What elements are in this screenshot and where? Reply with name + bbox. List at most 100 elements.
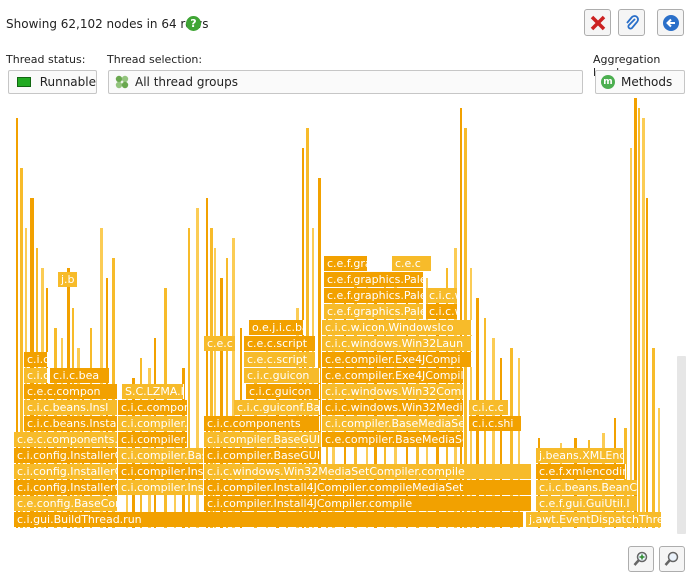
flame-frame[interactable]: c.e.f.graphics.Pale [324,304,424,319]
thread-status-label: Thread status: [6,53,86,66]
close-x-icon [590,15,605,30]
flame-frame[interactable]: c.i.compiler.BaseMediaSe [322,416,464,431]
flame-frame[interactable]: c.i.c [24,368,48,383]
flame-frame-label: c.e.f.graphics.Pale [327,273,424,286]
flame-frame-label: c.i.c.w [429,289,457,302]
flame-frame-label: c.e.f.graphics.Pale [327,289,424,302]
flame-frame-label: c.i.c.compon [121,401,188,414]
flame-frame-label: c.e.compiler.Exe4JCompi [325,353,461,366]
flame-frame[interactable]: c.i.gui.BuildThread.run [14,512,524,527]
flame-frame[interactable]: c.i.compiler.BaseGUIN [204,432,322,447]
flame-frame[interactable]: c.i.c.windows.Win32Media [322,400,464,415]
flame-frame[interactable]: c.e.config.BaseCor [14,496,118,511]
flame-frame[interactable]: j.beans.XMLEnc [536,448,624,463]
flame-frame[interactable]: c.i.config.InstallerC [14,464,118,479]
flame-frame[interactable]: c.i.compiler. [118,416,188,431]
flame-frame[interactable]: c.e.f.graphics.Pale [324,288,424,303]
flame-frame[interactable]: c.i.c.w [426,304,458,319]
zoom-in-button[interactable] [628,546,654,572]
flame-frame[interactable]: c.i.c.bea [50,368,110,383]
flame-frame[interactable]: c.i.c.w [426,288,458,303]
flame-frame[interactable]: c.i.c [24,352,48,367]
flame-frame-label: c.i.c.windows.Win32Comn [325,385,464,398]
flame-frame-label: c.e.c.script [247,337,308,350]
flame-frame[interactable]: j.awt.EventDispatchThrea [526,512,662,527]
flame-frame-stack[interactable] [658,408,660,528]
flame-frame[interactable]: c.e.f.grap [324,256,368,271]
flame-frame[interactable]: c.i.c.w.icon.WindowsIco [322,320,472,335]
thread-selection-value: All thread groups [135,75,238,89]
thread-status-value: Runnable [39,75,96,89]
flame-frame-label: c.e.c [207,337,233,350]
aggregation-level-select[interactable]: m Methods [595,70,685,94]
flame-frame[interactable]: c.i.compiler.BaseGUIMediaSetCompiler.com… [204,448,322,463]
flame-frame[interactable]: j.b [58,272,78,287]
thread-groups-icon [115,75,129,89]
flame-frame-label: c.i.c.c [472,401,504,414]
flame-frame-label: c.i.compiler.Install4JCompiler.compileMe… [207,481,464,494]
flame-frame-label: c.e.c [395,257,421,270]
flame-frame[interactable]: c.e.c.compon [24,384,118,399]
help-question-icon[interactable]: ? [186,16,201,31]
flame-frame-stack[interactable] [652,348,655,528]
flame-frame-label: c.e.compiler.Exe4JCompile [325,369,464,382]
flame-frame-label: c.i.c.windows.Win32MediaSetCompiler.comp… [207,465,465,478]
flame-frame-label: c.i.c.guiconf.Bas [237,401,320,414]
flame-frame-stack[interactable] [638,108,640,528]
flame-frame[interactable]: c.e.c.script [244,352,316,367]
flame-frame[interactable]: c.i.c.windows.Win32Comn [322,384,464,399]
flame-frame[interactable]: c.i.compiler.Insta [118,464,204,479]
flame-frame[interactable]: c.e.compiler.Exe4JCompile [322,368,464,383]
flame-frame[interactable]: c.i.c.beans.Insl [24,400,118,415]
flame-frame[interactable]: c.i.compiler.Bas [118,448,204,463]
zoom-out-button[interactable] [659,546,685,572]
aggregation-level-value: Methods [621,75,673,89]
flame-frame[interactable]: c.i.c.compon [118,400,188,415]
flame-frame-label: c.i.c.beans.BeanC [539,481,638,494]
flame-frame-stack[interactable] [642,118,645,528]
flame-frame[interactable]: o.e.j.i.c.ba [249,320,304,335]
flame-frame[interactable]: c.e.f.graphics.Pale [324,272,424,287]
flame-frame[interactable]: c.i.compiler. [118,432,188,447]
flame-frame[interactable]: c.i.c.guicon [244,368,320,383]
flame-frame[interactable]: c.e.compiler.BaseMediaSe [322,432,464,447]
flame-frame-label: c.i.c.beans.Install [27,417,118,430]
flame-frame[interactable]: c.i.c.c [469,400,509,415]
flame-frame[interactable]: c.i.c.guicon [246,384,320,399]
flame-frame[interactable]: c.i.compiler.Install4JCompiler.compileMe… [204,480,532,495]
flame-frame-label: c.i.compiler.Insta [121,481,204,494]
thread-selection-select[interactable]: All thread groups [108,70,583,94]
flame-frame-label: S.C.LZMA.I [125,385,184,398]
flame-frame[interactable]: c.e.f.xmlencodin [536,464,626,479]
close-button[interactable] [584,9,611,36]
flame-frame[interactable]: c.i.compiler.Insta [118,480,204,495]
thread-selection-label: Thread selection: [107,53,203,66]
flame-frame-stack[interactable] [634,98,637,528]
flame-frame[interactable]: c.e.c.script [244,336,316,351]
flame-frame[interactable]: S.C.LZMA.I [122,384,184,399]
flame-graph[interactable]: c.i.gui.BuildThread.run j.awt.EventDispat… [14,98,662,532]
flame-frame[interactable]: c.e.compiler.Exe4JCompi [322,352,472,367]
flame-frame[interactable]: c.i.c.beans.BeanC [536,480,638,495]
flame-frame-label: c.i.c.guicon [247,369,310,382]
flame-frame-stack[interactable] [646,198,648,528]
flame-frame[interactable]: c.e.c [204,336,236,351]
back-button[interactable] [657,9,684,36]
flame-frame[interactable]: c.i.c.windows.Win32MediaSetCompiler.comp… [204,464,532,479]
flame-frame[interactable]: c.i.compiler.Install4JCompiler.compile [204,496,532,511]
flame-frame-label: c.e.c.compon [27,385,101,398]
flame-frame[interactable]: c.i.config.InstallerC [14,448,118,463]
flame-frame[interactable]: c.i.c.beans.Install [24,416,118,431]
flame-frame[interactable]: c.e.c.components. [14,432,118,447]
attach-button[interactable] [618,9,645,36]
flame-frame[interactable]: c.i.c.shi [469,416,522,431]
thread-status-select[interactable]: Runnable [8,70,97,94]
flame-frame[interactable]: c.i.c.guiconf.Bas [234,400,320,415]
flame-frame[interactable]: c.i.config.InstallerC [14,480,118,495]
flame-frame[interactable]: c.i.c.windows.Win32Laun [322,336,472,351]
flame-frame[interactable]: c.e.f.gui.GuiUtil.I [536,496,638,511]
flame-frame[interactable]: c.e.c [392,256,432,271]
vertical-scrollbar[interactable] [677,356,686,534]
flame-frame[interactable]: c.i.c.components [204,416,320,431]
flame-frame-stack[interactable] [630,148,632,528]
